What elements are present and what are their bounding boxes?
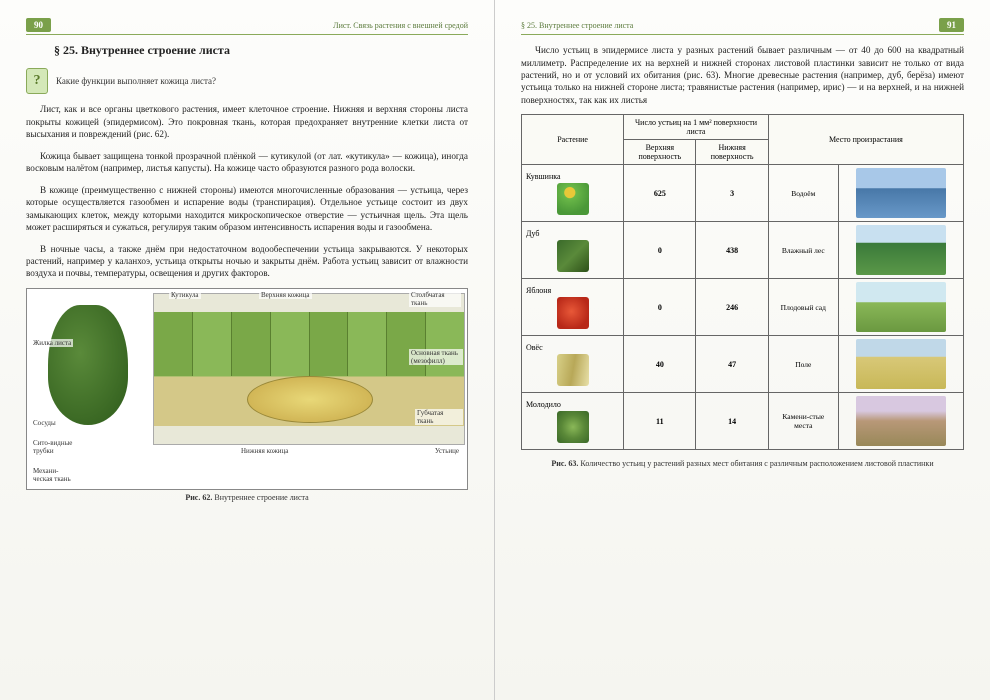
label-nizh: Нижняя кожица	[239, 447, 290, 455]
table-row: Овёс4047Поле	[522, 336, 964, 393]
book-spread: 90 Лист. Связь растения с внешней средой…	[0, 0, 990, 700]
cell-habitat-label: Камени-стые места	[768, 393, 838, 450]
section-title: § 25. Внутреннее строение листа	[54, 43, 468, 58]
cell-lower: 3	[696, 165, 768, 222]
th-group: Число устьиц на 1 мм² поверхности листа	[624, 115, 769, 140]
plant-icon	[557, 297, 589, 329]
th-upper: Верхняя поверхность	[624, 140, 696, 165]
cell-habitat-img	[838, 336, 963, 393]
label-ust: Устьице	[433, 447, 461, 455]
cell-lower: 47	[696, 336, 768, 393]
cross-section: Кутикула Верхняя кожица Столбчатая ткань…	[149, 289, 467, 489]
table-row: Кувшинка6253Водоём	[522, 165, 964, 222]
cell-habitat-label: Поле	[768, 336, 838, 393]
cell-plant: Кувшинка	[522, 165, 624, 222]
cell-habitat-img	[838, 165, 963, 222]
page-header-left: 90 Лист. Связь растения с внешней средой	[26, 18, 468, 35]
plant-icon	[557, 354, 589, 386]
page-header-right: § 25. Внутреннее строение листа 91	[521, 18, 964, 35]
label-kutikula: Кутикула	[169, 291, 201, 299]
cell-upper: 0	[624, 279, 696, 336]
label-mehan: Механи-ческая ткань	[31, 467, 79, 483]
leaf-illustration: Жилка листа Сосуды Сито-видные трубки Ме…	[27, 289, 149, 489]
paragraph: В ночные часы, а также днём при недостат…	[26, 243, 468, 280]
table-row: Молодило1114Камени-стые места	[522, 393, 964, 450]
cell-plant: Овёс	[522, 336, 624, 393]
plant-icon	[557, 183, 589, 215]
fig63-caption: Рис. 63. Количество устьиц у растений ра…	[521, 456, 964, 471]
cell-habitat-img	[838, 393, 963, 450]
label-stolb: Столбчатая ткань	[409, 291, 461, 307]
th-habitat: Место произрастания	[768, 115, 963, 165]
paragraph: Число устьиц в эпидермисе листа у разных…	[521, 44, 964, 106]
cell-lower: 438	[696, 222, 768, 279]
page-left: 90 Лист. Связь растения с внешней средой…	[0, 0, 495, 700]
table-row: Дуб0438Влажный лес	[522, 222, 964, 279]
label-sito: Сито-видные трубки	[31, 439, 75, 455]
paragraph: В кожице (преимущественно с нижней сторо…	[26, 184, 468, 234]
fig62-caption: Рис. 62. Внутреннее строение листа	[26, 490, 468, 505]
cell-habitat-label: Влажный лес	[768, 222, 838, 279]
th-plant: Растение	[522, 115, 624, 165]
header-title: § 25. Внутреннее строение листа	[521, 21, 633, 30]
label-gub: Губчатая ткань	[415, 409, 463, 425]
cell-habitat-img	[838, 222, 963, 279]
table-row: Яблоня0246Плодовый сад	[522, 279, 964, 336]
label-sosudy: Сосуды	[31, 419, 58, 427]
page-number: 91	[939, 18, 964, 32]
cell-habitat-img	[838, 279, 963, 336]
label-zhilka: Жилка листа	[31, 339, 73, 347]
question-row: ? Какие функции выполняет кожица листа?	[26, 68, 468, 94]
cell-upper: 0	[624, 222, 696, 279]
page-number: 90	[26, 18, 51, 32]
paragraph: Кожица бывает защищена тонкой прозрачной…	[26, 150, 468, 175]
cell-upper: 40	[624, 336, 696, 393]
cell-plant: Дуб	[522, 222, 624, 279]
cell-plant: Яблоня	[522, 279, 624, 336]
cell-plant: Молодило	[522, 393, 624, 450]
stomata-table: Растение Число устьиц на 1 мм² поверхнос…	[521, 114, 964, 450]
cell-upper: 11	[624, 393, 696, 450]
cell-habitat-label: Плодовый сад	[768, 279, 838, 336]
label-osn: Основная ткань (мезофилл)	[409, 349, 463, 365]
cell-lower: 14	[696, 393, 768, 450]
label-verh: Верхняя кожица	[259, 291, 312, 299]
cell-habitat-label: Водоём	[768, 165, 838, 222]
plant-icon	[557, 411, 589, 443]
plant-icon	[557, 240, 589, 272]
header-title: Лист. Связь растения с внешней средой	[333, 21, 468, 30]
th-lower: Нижняя поверхность	[696, 140, 768, 165]
question-icon: ?	[26, 68, 48, 94]
question-text: Какие функции выполняет кожица листа?	[56, 76, 216, 86]
paragraph: Лист, как и все органы цветкового растен…	[26, 103, 468, 140]
figure-62: Жилка листа Сосуды Сито-видные трубки Ме…	[26, 288, 468, 490]
cell-lower: 246	[696, 279, 768, 336]
cell-upper: 625	[624, 165, 696, 222]
page-right: § 25. Внутреннее строение листа 91 Число…	[495, 0, 990, 700]
